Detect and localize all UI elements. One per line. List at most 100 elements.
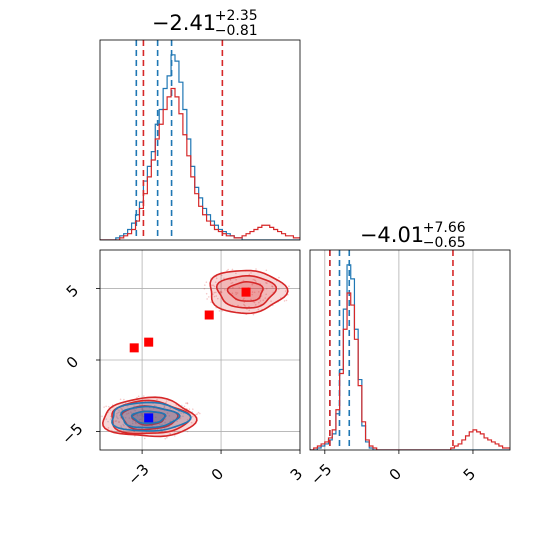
y-tick-label: 5 <box>63 281 82 300</box>
sample-point <box>132 420 134 422</box>
sample-point <box>243 297 245 300</box>
sample-point <box>224 288 226 291</box>
sample-point <box>117 411 120 414</box>
sample-point <box>215 291 217 294</box>
sample-point <box>253 291 256 294</box>
sample-point <box>217 297 219 300</box>
sample-point <box>165 400 168 402</box>
title-upper-error: +7.66 <box>423 220 466 236</box>
sample-point <box>137 395 140 398</box>
histogram-step-blue <box>310 264 510 450</box>
histogram-step-red <box>310 292 510 450</box>
sample-point <box>119 411 121 413</box>
x-tick-label: 0 <box>208 465 227 484</box>
axes-frame <box>99 249 301 451</box>
title-upper-error: +2.35 <box>215 8 258 24</box>
hist-param2 <box>310 250 510 450</box>
sample-point <box>251 293 254 296</box>
sample-point <box>136 414 139 417</box>
sample-point <box>166 436 168 439</box>
sample-point <box>231 268 234 271</box>
sample-point <box>214 281 217 283</box>
sample-point <box>176 420 178 422</box>
sample-point <box>218 310 221 312</box>
sample-point <box>109 418 112 420</box>
sample-point <box>182 415 184 418</box>
sample-point <box>192 408 194 410</box>
sample-point <box>127 412 130 415</box>
sample-point <box>131 422 134 425</box>
sample-point <box>165 401 167 404</box>
sample-point <box>251 283 254 286</box>
sample-point <box>124 416 127 419</box>
sample-point <box>270 300 272 302</box>
sample-point <box>131 412 133 415</box>
sample-point <box>141 412 143 415</box>
sample-point <box>141 413 143 416</box>
sample-point <box>271 285 274 288</box>
sample-point <box>230 282 232 285</box>
sample-point <box>213 295 216 298</box>
sample-point <box>163 405 166 408</box>
sample-point <box>235 293 238 295</box>
marker-square <box>129 343 139 353</box>
sample-point <box>103 406 105 408</box>
sample-point <box>159 423 161 426</box>
sample-point <box>213 285 216 288</box>
sample-point <box>186 430 189 433</box>
sample-point <box>252 278 255 281</box>
sample-point <box>229 279 232 281</box>
sample-point <box>141 407 144 410</box>
sample-point <box>119 398 122 401</box>
sample-point <box>221 309 224 312</box>
sample-point <box>139 414 141 417</box>
sample-point <box>242 279 245 282</box>
sample-point <box>116 412 118 415</box>
sample-point <box>175 404 177 406</box>
sample-point <box>153 404 156 407</box>
sample-point <box>185 402 187 404</box>
sample-point <box>253 279 256 281</box>
sample-point <box>139 404 141 406</box>
marker-square <box>241 287 251 297</box>
sample-point <box>235 278 237 281</box>
sample-point <box>115 415 118 417</box>
sample-point <box>164 418 167 420</box>
sample-point <box>278 276 280 279</box>
sample-point <box>259 300 262 302</box>
sample-point <box>207 296 210 298</box>
title-lower-error: −0.81 <box>215 23 258 39</box>
sample-point <box>126 413 128 415</box>
sample-point <box>107 420 109 423</box>
sample-point <box>118 421 120 423</box>
marker-square <box>144 337 154 347</box>
sample-point <box>166 412 169 414</box>
sample-point <box>271 285 273 287</box>
sample-point <box>138 418 141 421</box>
sample-point <box>235 272 237 275</box>
x-tick-label: −5 <box>307 460 335 488</box>
sample-point <box>235 291 237 294</box>
sample-point <box>169 407 172 410</box>
sample-point <box>177 411 180 413</box>
sample-point <box>265 281 267 284</box>
sample-point <box>205 292 208 295</box>
sample-point <box>243 303 245 306</box>
sample-point <box>179 417 182 419</box>
sample-point <box>210 301 212 303</box>
panel-title-1: −2.41 <box>152 11 216 35</box>
sample-point <box>117 417 119 420</box>
sample-point <box>116 416 118 419</box>
sample-point <box>168 415 171 417</box>
sample-point <box>206 298 208 300</box>
sample-point <box>288 285 290 288</box>
sample-point <box>134 409 136 412</box>
sample-point <box>248 309 251 312</box>
sample-point <box>262 299 265 302</box>
marker-square <box>204 310 214 320</box>
sample-point <box>190 421 193 424</box>
sample-point <box>109 409 112 411</box>
sample-point <box>284 290 287 292</box>
sample-point <box>180 412 182 414</box>
sample-point <box>118 409 120 412</box>
